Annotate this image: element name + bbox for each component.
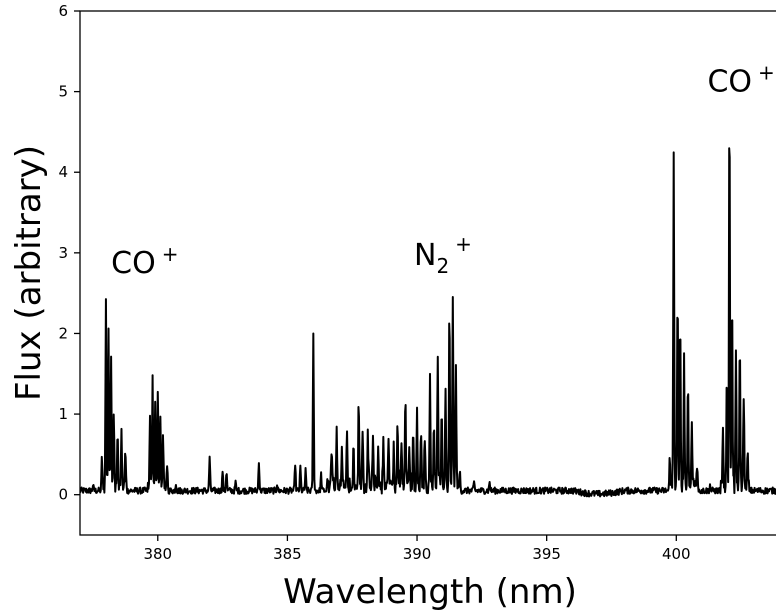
y-tick-label: 0 bbox=[58, 486, 68, 504]
peak-annotation: CO + bbox=[707, 61, 774, 100]
spectrum-line bbox=[80, 147, 776, 498]
peak-annotation: N2+ bbox=[414, 232, 472, 278]
annotations: CO + N2+ CO + bbox=[111, 61, 775, 281]
y-axis: 0 1 2 3 4 5 6 bbox=[58, 2, 80, 504]
peak-annotation: CO + bbox=[111, 242, 178, 281]
x-axis-label: Wavelength (nm) bbox=[283, 572, 577, 612]
y-axis-label: Flux (arbitrary) bbox=[9, 145, 49, 401]
x-axis: 380 385 390 395 400 bbox=[143, 535, 691, 563]
plot-area bbox=[80, 147, 776, 498]
x-tick-label: 390 bbox=[403, 545, 432, 563]
x-tick-label: 400 bbox=[662, 545, 691, 563]
y-tick-label: 5 bbox=[58, 83, 68, 101]
y-tick-label: 1 bbox=[58, 405, 68, 423]
x-tick-label: 380 bbox=[143, 545, 172, 563]
plot-frame bbox=[79, 10, 776, 536]
y-tick-label: 3 bbox=[58, 244, 68, 262]
y-tick-label: 4 bbox=[58, 163, 68, 181]
y-tick-label: 6 bbox=[58, 2, 68, 20]
x-tick-label: 385 bbox=[273, 545, 302, 563]
y-tick-label: 2 bbox=[58, 324, 68, 342]
x-tick-label: 395 bbox=[532, 545, 561, 563]
